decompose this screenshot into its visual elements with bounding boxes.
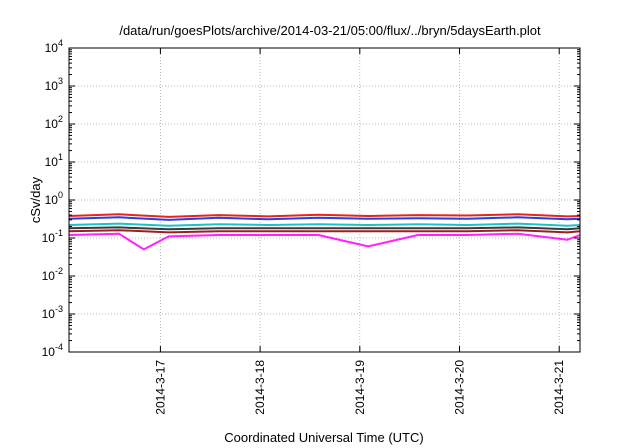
- x-tick-label: 2014-3-20: [453, 360, 467, 415]
- y-tick-label: 103: [45, 76, 63, 93]
- y-tick-label: 102: [45, 114, 63, 131]
- series-line-1: [68, 213, 581, 218]
- y-tick-label: 10-2: [42, 266, 63, 283]
- grid: [69, 48, 580, 352]
- chart-title: /data/run/goesPlots/archive/2014-03-21/0…: [119, 23, 541, 38]
- x-tick-label: 2014-3-19: [353, 360, 367, 415]
- series-line-3: [68, 222, 581, 227]
- x-axis: 2014-3-17 2014-3-18 2014-3-19 2014-3-20 2014…: [153, 48, 566, 415]
- x-tick-label: 2014-3-17: [153, 360, 167, 415]
- x-tick-label: 2014-3-18: [253, 360, 267, 415]
- y-tick-label: 104: [45, 38, 63, 55]
- y-tick-label: 100: [45, 190, 63, 207]
- y-tick-label: 10-3: [42, 304, 63, 321]
- series-line-6: [68, 232, 581, 251]
- y-tick-label: 101: [45, 152, 63, 169]
- x-axis-label: Coordinated Universal Time (UTC): [224, 430, 423, 445]
- x-tick-label: 2014-3-21: [552, 360, 566, 415]
- series-line-4: [68, 226, 581, 231]
- y-tick-label: 10-4: [42, 342, 63, 359]
- series-group: [68, 213, 581, 251]
- y-axis: 10-4 10-3 10-2 10-1 100 101 102 103 104: [42, 38, 580, 359]
- y-tick-label: 10-1: [42, 228, 63, 245]
- series-line-2: [68, 216, 581, 221]
- series-line-5: [68, 229, 581, 234]
- y-axis-label: cSv/day: [28, 176, 43, 223]
